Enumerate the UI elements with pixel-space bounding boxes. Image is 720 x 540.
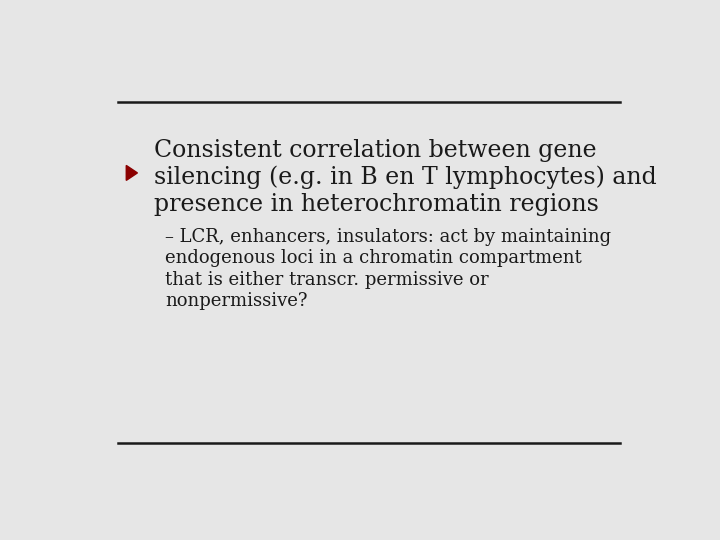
Text: nonpermissive?: nonpermissive? xyxy=(166,292,308,310)
Text: endogenous loci in a chromatin compartment: endogenous loci in a chromatin compartme… xyxy=(166,249,582,267)
Text: silencing (e.g. in B en T lymphocytes) and: silencing (e.g. in B en T lymphocytes) a… xyxy=(154,165,657,189)
Text: Consistent correlation between gene: Consistent correlation between gene xyxy=(154,139,597,161)
Text: that is either transcr. permissive or: that is either transcr. permissive or xyxy=(166,271,489,289)
Polygon shape xyxy=(126,165,138,180)
Text: – LCR, enhancers, insulators: act by maintaining: – LCR, enhancers, insulators: act by mai… xyxy=(166,227,611,246)
Text: presence in heterochromatin regions: presence in heterochromatin regions xyxy=(154,193,599,215)
